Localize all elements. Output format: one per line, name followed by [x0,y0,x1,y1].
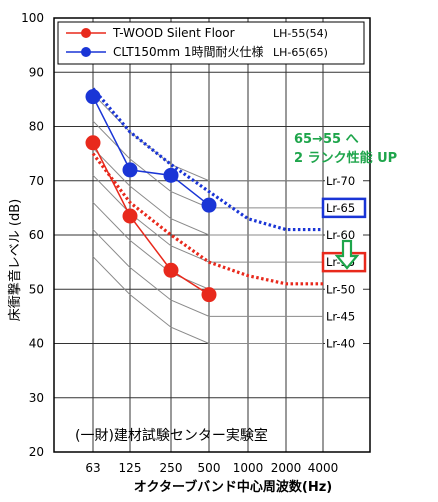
rating-curve-label: Lr-65 [326,201,355,215]
label-backdrop [325,309,363,324]
y-tick-label: 80 [29,120,44,134]
x-axis-label: オクターブバンド中心周波数(Hz) [134,479,332,495]
plot-frame [53,17,371,453]
x-tick-label: 125 [119,461,142,475]
rating-curve-label: Lr-50 [326,282,355,296]
rating-curve-label: Lr-60 [326,228,355,242]
rating-curve [92,256,323,344]
source-note: (一財)建材試験センター実験室 [75,427,268,444]
rating-curve [92,229,323,317]
y-axis-label: 床衝撃音レベル (dB) [7,199,23,321]
label-backdrop [325,336,363,351]
y-tick-label: 70 [29,174,44,188]
series-line [92,96,210,206]
y-tick-labels: 20 30 40 50 60 70 80 90 100 [21,11,44,459]
y-tick-label: 20 [29,445,44,459]
series-line [92,142,210,296]
x-tick-label: 1000 [233,461,264,475]
y-tick-label: 50 [29,282,44,296]
series-point [201,287,217,303]
boxed-label-frame [321,197,367,219]
x-tick-labels: 63 125 250 500 1000 2000 4000 [85,461,338,475]
series-point [85,135,101,151]
rating-curve-label: Lr-70 [326,174,355,188]
annotation-text: 65→55 へ [294,132,359,147]
x-tick-label: 250 [160,461,183,475]
highlighted-curve [91,152,323,286]
series-point [201,197,217,213]
highlighted-curve [91,87,323,232]
series-point [122,208,138,224]
label-backdrop [325,282,363,297]
highlighted-curves [91,87,323,286]
rating-curve-label: Lr-45 [326,309,355,323]
legend-label: CLT150mm 1時間耐火仕様 [113,45,263,59]
rating-curve [92,147,323,236]
y-tick-label: 100 [21,11,44,25]
down-arrow-icon [334,239,360,270]
annotation-text: 2 ランク性能 UP [294,150,397,166]
x-tick-label: 4000 [308,461,339,475]
rating-curve-label: Lr-40 [326,337,355,351]
legend-swatch-marker [81,28,91,38]
y-tick-label: 60 [29,228,44,242]
y-tick-label: 30 [29,391,44,405]
legend-swatch-marker [81,47,91,57]
series-point [163,167,179,183]
legend-rating: LH-55(54) [273,27,328,40]
data-series [85,89,217,303]
legend-label: T-WOOD Silent Floor [112,26,235,40]
series-point [163,262,179,278]
label-backdrop [325,228,363,242]
legend-box [57,21,365,65]
y-tick-label: 90 [29,65,44,79]
legend: T-WOOD Silent Floor LH-55(54) CLT150mm 1時間… [57,21,365,65]
annotation: 65→55 へ 2 ランク性能 UP [294,132,397,270]
legend-rating: LH-65(65) [273,46,328,59]
x-tick-label: 2000 [271,461,302,475]
series-point [122,162,138,178]
x-tick-label: 500 [198,461,221,475]
x-tick-label: 63 [85,461,100,475]
label-backdrop [325,173,363,188]
y-tick-label: 40 [29,337,44,351]
series-point [85,89,101,105]
